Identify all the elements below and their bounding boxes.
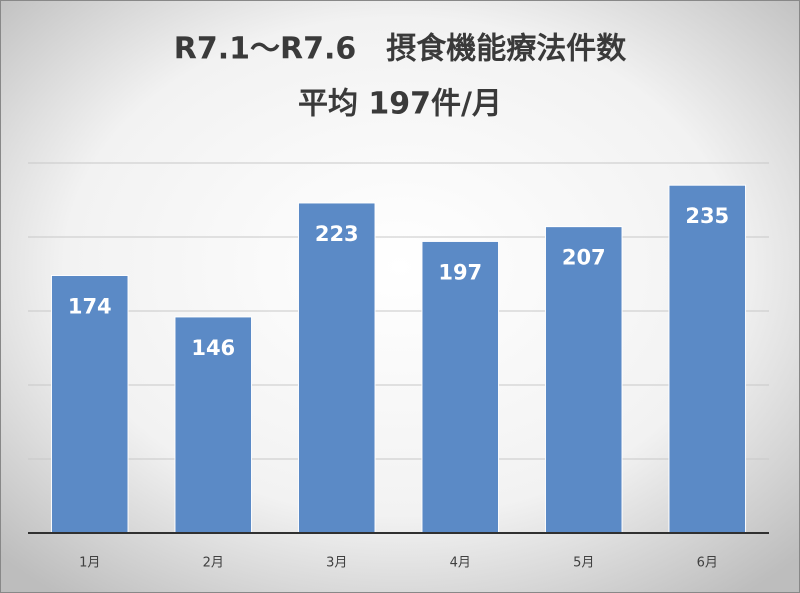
bar	[668, 184, 747, 534]
chart-subtitle: 平均 197件/月	[298, 87, 502, 122]
x-tick-label: 4月	[450, 556, 471, 571]
value-label: 235	[685, 204, 729, 228]
x-tick-label: 1月	[79, 556, 100, 571]
value-label: 207	[562, 246, 606, 270]
bar	[297, 202, 376, 534]
value-label: 174	[68, 294, 112, 318]
value-label: 223	[315, 222, 359, 246]
value-label: 146	[191, 336, 235, 360]
x-tick-label: 6月	[697, 556, 718, 571]
x-tick-label: 2月	[203, 556, 224, 571]
bar	[421, 240, 500, 534]
bar	[544, 226, 623, 534]
bar	[174, 316, 253, 534]
value-label: 197	[438, 260, 482, 284]
x-tick-label: 5月	[573, 556, 594, 571]
x-tick-label: 3月	[326, 556, 347, 571]
bar	[50, 274, 129, 534]
chart-title: R7.1～R7.6 摂食機能療法件数	[174, 32, 627, 67]
